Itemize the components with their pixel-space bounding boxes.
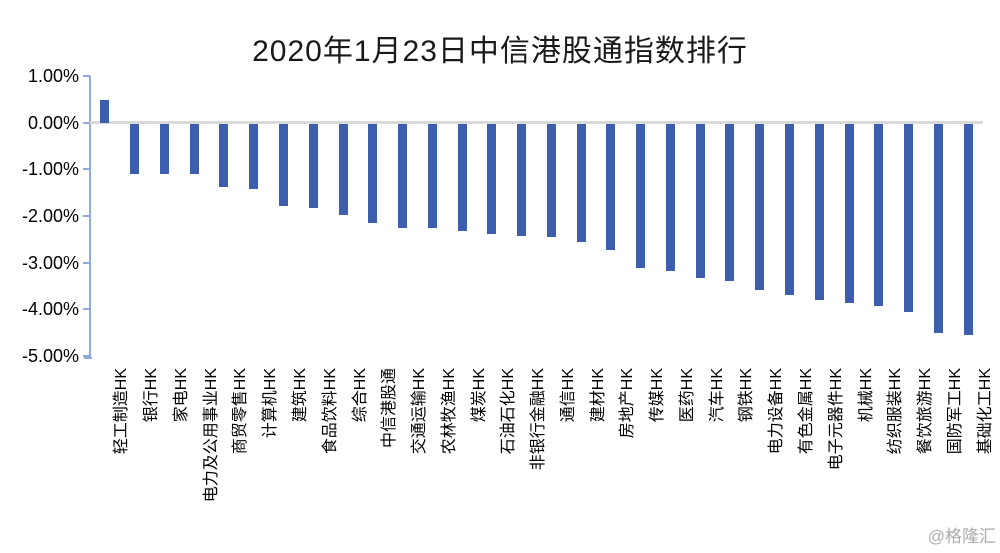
x-axis-label: 医药HK (678, 368, 696, 423)
bar (546, 123, 556, 237)
x-axis-label: 电子元器件HK (827, 368, 845, 471)
bar (606, 123, 616, 251)
y-tick-mark (83, 75, 90, 77)
bar (130, 123, 140, 174)
x-axis-label: 轻工制造HK (113, 368, 131, 455)
bar (249, 123, 259, 189)
x-axis-label: 房地产HK (619, 368, 637, 439)
bar (636, 123, 646, 268)
x-axis-label: 建筑HK (291, 368, 309, 423)
chart-title: 2020年1月23日中信港股通指数排行 (252, 35, 748, 68)
x-axis-label: 计算机HK (262, 368, 280, 439)
zero-gridline (90, 121, 983, 125)
bar (100, 99, 110, 123)
y-tick-mark (83, 355, 90, 357)
bar (576, 123, 586, 242)
bar (933, 123, 943, 333)
x-axis-label: 煤炭HK (470, 368, 488, 423)
bar (278, 123, 288, 207)
y-tick-label: 0.00% (27, 112, 79, 133)
x-axis-corner-tick (84, 357, 92, 359)
bar (695, 123, 705, 279)
x-axis-label: 非银行金融HK (530, 368, 548, 471)
bar (814, 123, 824, 300)
y-tick-label: -5.00% (21, 346, 79, 366)
y-tick-mark (83, 121, 90, 124)
bar (368, 123, 378, 224)
bar (665, 123, 675, 272)
x-axis-label: 银行HK (143, 368, 161, 423)
bar (755, 123, 765, 290)
y-tick-label: 1.00% (27, 66, 79, 86)
y-tick-label: -2.00% (21, 206, 79, 226)
x-axis-label: 商贸零售HK (232, 368, 250, 455)
x-axis-label: 食品饮料HK (321, 368, 339, 455)
x-axis-label: 交通运输HK (411, 368, 429, 455)
x-axis-label: 纺织服装HK (887, 368, 905, 455)
y-tick-mark (83, 168, 90, 171)
watermark: @格隆汇 (927, 527, 996, 546)
bar (487, 123, 497, 234)
bar (785, 123, 795, 296)
x-axis-label: 通信HK (559, 368, 577, 423)
x-axis-label: 综合HK (351, 368, 369, 423)
bar (189, 123, 199, 175)
x-axis-label: 电力及公用事业HK (202, 368, 220, 503)
bar (398, 123, 408, 229)
bar (308, 123, 318, 208)
x-axis-label: 汽车HK (708, 368, 726, 423)
x-axis-label: 有色金属HK (798, 368, 816, 455)
bar (844, 123, 854, 304)
bar (457, 123, 467, 231)
bar (904, 123, 914, 312)
bar (874, 123, 884, 306)
x-axis-label: 钢铁HK (738, 368, 756, 423)
x-axis-label: 建材HK (589, 368, 607, 423)
y-tick-mark (83, 215, 90, 217)
x-axis-label: 石油石化HK (500, 368, 518, 455)
x-axis-label: 家电HK (172, 368, 190, 423)
bar (725, 123, 735, 281)
bar (427, 123, 437, 229)
y-tick-label: -4.00% (21, 299, 79, 320)
x-axis-label: 电力设备HK (768, 368, 786, 455)
y-axis-line (89, 76, 91, 358)
bar (159, 123, 169, 175)
y-tick-mark (83, 261, 90, 264)
x-axis-label: 机械HK (857, 368, 875, 423)
x-axis-label: 传媒HK (649, 368, 667, 423)
bar (963, 123, 973, 335)
bar (338, 123, 348, 215)
x-axis-label: 农林牧渔HK (440, 368, 458, 455)
bar (219, 123, 229, 188)
bar (517, 123, 527, 237)
y-tick-mark (83, 308, 90, 311)
y-tick-label: -1.00% (21, 159, 79, 180)
x-axis-label: 中信港股通 (381, 368, 399, 449)
y-tick-label: -3.00% (21, 252, 79, 273)
